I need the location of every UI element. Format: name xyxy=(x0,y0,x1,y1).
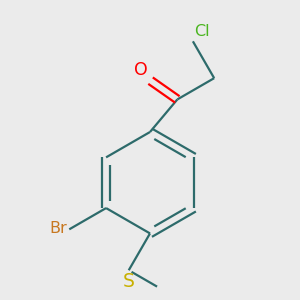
Text: Cl: Cl xyxy=(194,24,210,39)
Text: O: O xyxy=(134,61,147,79)
Text: Br: Br xyxy=(49,221,67,236)
Text: S: S xyxy=(123,272,135,291)
